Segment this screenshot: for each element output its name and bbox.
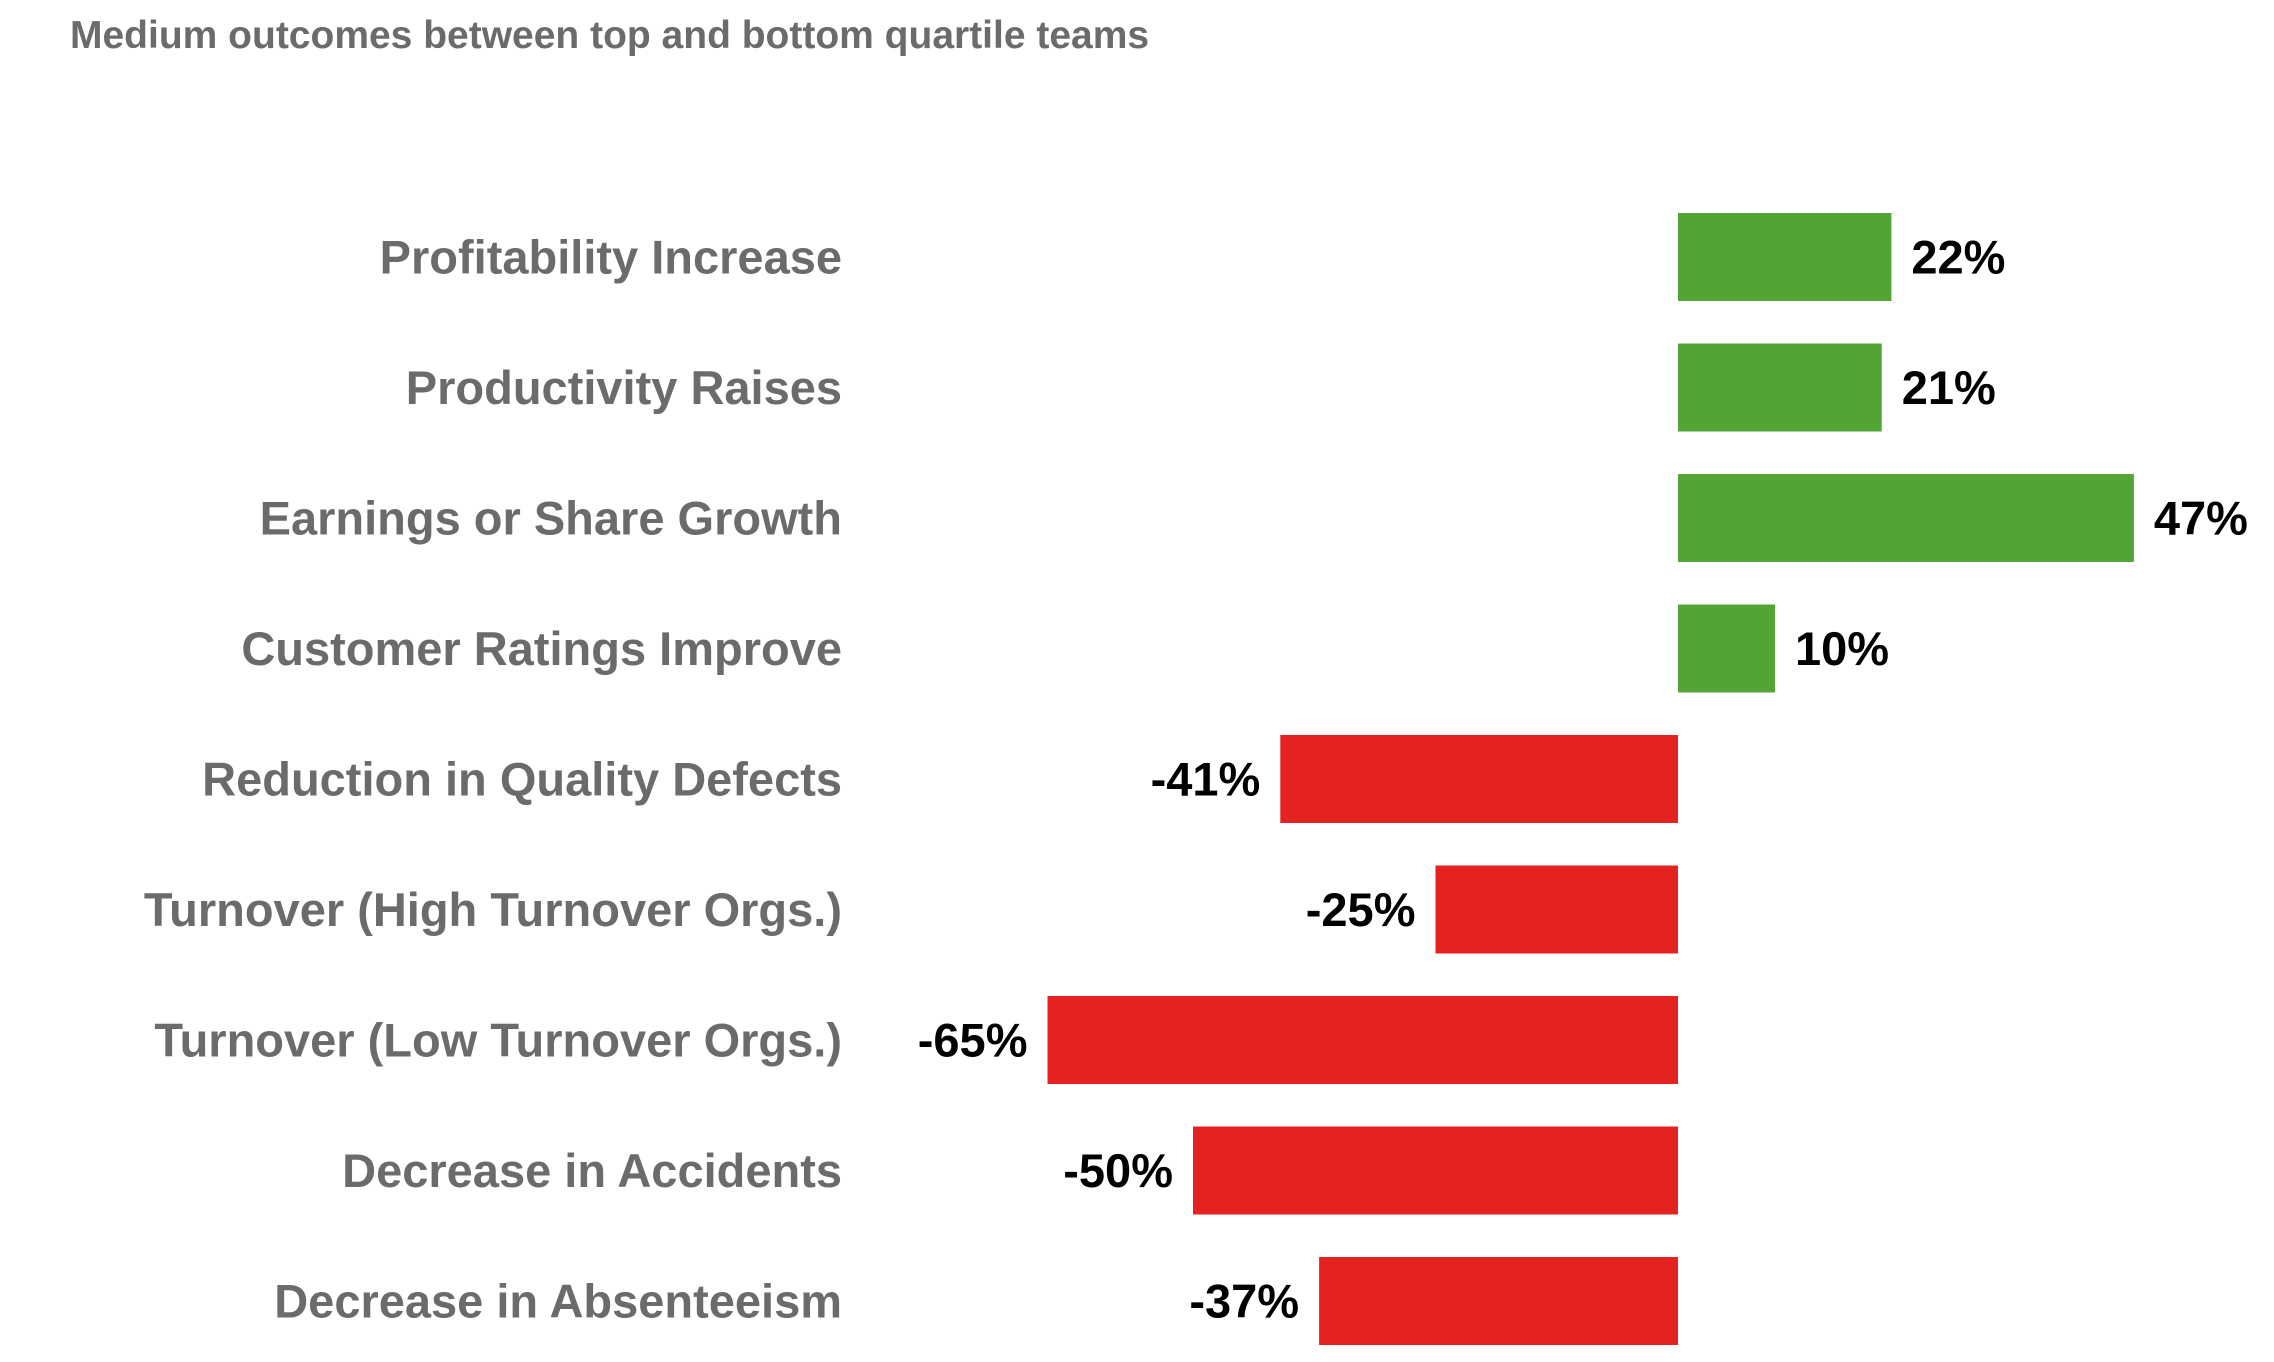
- bar-positive: [1678, 343, 1882, 432]
- value-label: -25%: [1306, 883, 1416, 936]
- category-label: Turnover (High Turnover Orgs.): [144, 883, 842, 936]
- category-label: Productivity Raises: [406, 361, 842, 414]
- bar-negative: [1435, 865, 1678, 954]
- value-label: -37%: [1189, 1275, 1299, 1328]
- value-label: -50%: [1063, 1144, 1173, 1197]
- category-label: Decrease in Accidents: [342, 1144, 842, 1197]
- category-label: Decrease in Absenteeism: [274, 1275, 842, 1328]
- bar-positive: [1678, 604, 1775, 693]
- category-label: Turnover (Low Turnover Orgs.): [154, 1014, 842, 1067]
- value-label: 21%: [1902, 361, 1996, 414]
- bar-positive: [1678, 474, 2134, 562]
- bar-negative: [1319, 1257, 1678, 1345]
- bar-negative: [1047, 996, 1678, 1084]
- value-label: -41%: [1151, 753, 1261, 806]
- category-label: Earnings or Share Growth: [260, 492, 842, 545]
- category-label: Profitability Increase: [380, 231, 842, 284]
- value-label: -65%: [918, 1014, 1028, 1067]
- value-label: 47%: [2154, 492, 2248, 545]
- value-label: 10%: [1795, 622, 1889, 675]
- bar-positive: [1678, 213, 1892, 301]
- category-label: Customer Ratings Improve: [241, 622, 842, 675]
- value-label: 22%: [1911, 231, 2005, 284]
- bar-negative: [1280, 735, 1678, 823]
- chart-title: Medium outcomes between top and bottom q…: [70, 14, 1150, 57]
- bar-negative: [1193, 1126, 1678, 1215]
- category-label: Reduction in Quality Defects: [202, 753, 842, 806]
